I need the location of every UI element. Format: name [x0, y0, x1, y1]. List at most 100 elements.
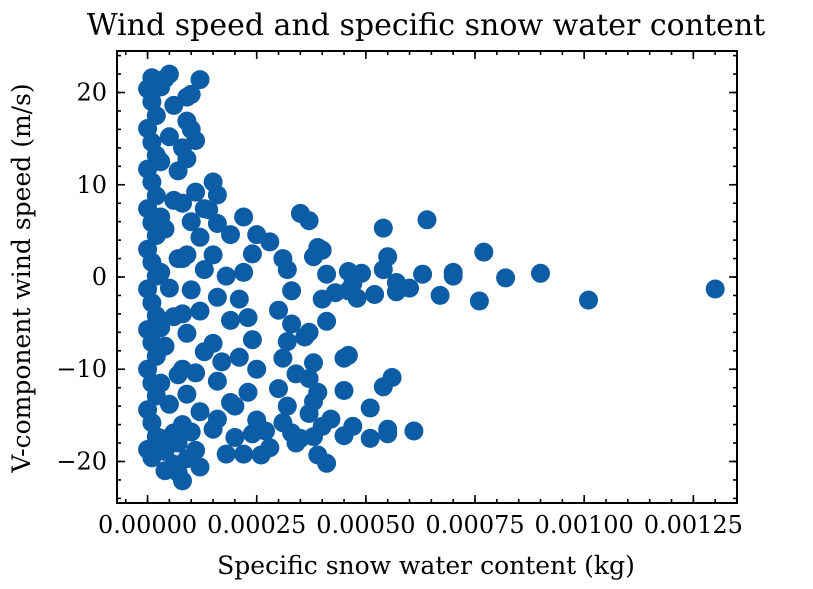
data-point	[304, 353, 323, 373]
data-point	[373, 218, 393, 238]
data-point	[386, 282, 406, 302]
axis-ticks: 0.00000 0.00025 0.00050 0.00075 0.00100 0.001…	[56, 51, 743, 539]
data-point	[173, 249, 192, 269]
data-point	[360, 398, 380, 418]
x-tick-label: 0.00050	[316, 511, 415, 539]
data-point	[277, 396, 297, 416]
data-point	[242, 330, 262, 350]
data-point	[168, 433, 188, 453]
data-point	[312, 289, 332, 309]
data-point	[234, 444, 254, 464]
data-point	[308, 445, 328, 465]
data-point	[190, 402, 210, 422]
data-point	[247, 359, 267, 379]
data-point	[317, 311, 337, 331]
data-point	[151, 318, 171, 338]
data-point	[173, 193, 192, 213]
data-point	[282, 423, 302, 443]
x-tick-label: 0.00125	[644, 511, 743, 539]
y-tick-label: 0	[92, 263, 107, 291]
data-point	[251, 445, 271, 465]
data-point	[430, 285, 450, 305]
data-point	[190, 301, 210, 321]
data-point	[159, 127, 179, 147]
y-tick-label: −10	[56, 355, 107, 383]
data-point	[173, 359, 192, 379]
data-point	[207, 371, 227, 391]
data-point	[207, 287, 227, 307]
data-point	[404, 421, 424, 441]
data-point	[173, 138, 192, 158]
data-point	[365, 285, 385, 304]
data-point	[360, 428, 380, 448]
data-point	[216, 444, 236, 464]
data-point	[286, 364, 306, 384]
data-point	[417, 210, 437, 230]
data-point	[181, 212, 201, 232]
data-point	[579, 290, 598, 310]
x-tick-label: 0.00100	[535, 511, 634, 539]
data-point	[234, 262, 254, 282]
data-point	[164, 95, 184, 115]
data-point	[469, 291, 489, 311]
data-point	[221, 393, 240, 412]
data-point	[229, 347, 249, 367]
data-point	[168, 161, 188, 181]
data-point	[186, 182, 206, 202]
data-point	[194, 342, 214, 362]
data-point	[247, 225, 267, 245]
data-point	[242, 424, 262, 444]
data-point	[203, 245, 223, 265]
data-point	[273, 348, 293, 368]
plot-frame	[116, 50, 738, 504]
data-point	[373, 260, 393, 280]
data-point	[177, 384, 197, 404]
data-point	[212, 352, 232, 372]
data-point	[705, 279, 725, 299]
y-tick-label: 10	[76, 171, 107, 199]
data-point	[181, 280, 201, 300]
data-point	[194, 199, 214, 219]
y-tick-label: −20	[56, 447, 107, 475]
data-point	[216, 266, 236, 286]
data-point	[277, 332, 297, 352]
data-point	[151, 428, 171, 448]
data-point	[207, 214, 227, 233]
data-point	[373, 377, 393, 397]
data-point	[238, 308, 258, 328]
data-point	[308, 238, 328, 257]
data-point	[334, 381, 354, 400]
x-axis-label: Specific snow water content (kg)	[217, 551, 635, 580]
data-point	[282, 281, 302, 301]
data-point	[299, 404, 319, 423]
y-tick-label: 20	[76, 79, 107, 107]
data-point	[229, 289, 249, 309]
data-point	[225, 428, 245, 447]
data-point	[413, 264, 433, 284]
data-point	[234, 207, 254, 227]
data-point	[334, 426, 354, 446]
data-point	[378, 424, 398, 444]
data-point	[173, 304, 192, 324]
data-point	[496, 268, 516, 288]
x-tick-label: 0.00025	[207, 511, 306, 539]
data-point	[531, 263, 550, 283]
data-point	[159, 278, 179, 298]
data-point	[317, 264, 337, 284]
x-tick-label: 0.00075	[425, 511, 524, 539]
data-point	[190, 227, 210, 247]
data-point	[269, 300, 288, 320]
chart-title: Wind speed and specific snow water conte…	[87, 8, 765, 43]
data-point	[177, 323, 197, 343]
data-point	[207, 185, 227, 205]
data-point	[242, 244, 262, 264]
data-point	[443, 262, 463, 282]
data-point	[221, 310, 240, 330]
y-axis-label: V-component wind speed (m/s)	[7, 83, 36, 473]
data-point	[474, 242, 494, 262]
data-point	[151, 152, 171, 172]
data-point	[282, 314, 302, 334]
data-point	[299, 211, 319, 231]
data-point	[238, 382, 258, 402]
data-point	[347, 288, 367, 308]
